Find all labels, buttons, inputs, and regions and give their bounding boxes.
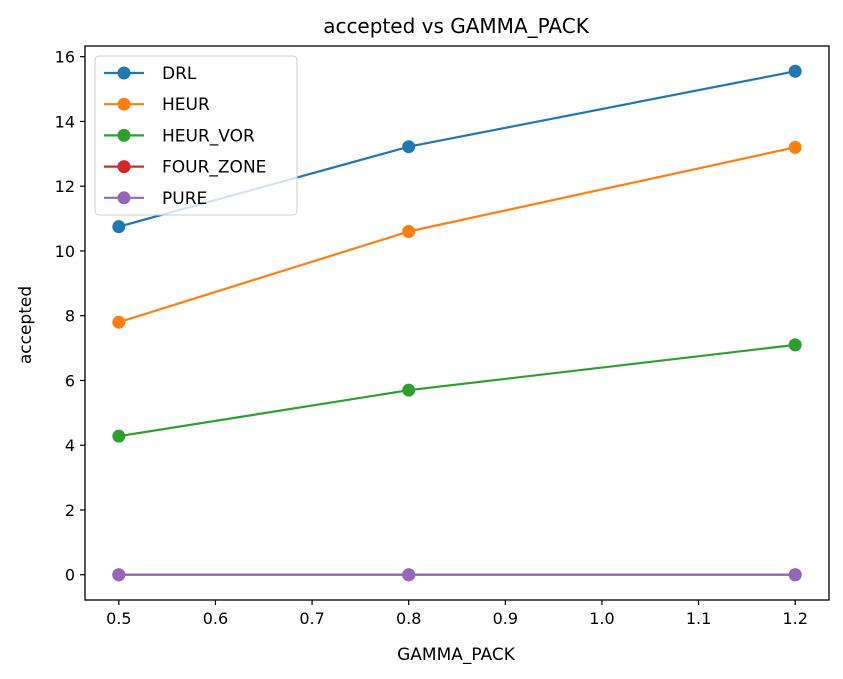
x-axis-ticks: 0.5 0.6 0.7 0.8 0.9 1.0 1.1 1.2: [106, 600, 808, 628]
data-point-heur-vor: [402, 383, 416, 397]
legend-item-four-zone: FOUR_ZONE: [104, 158, 266, 178]
legend-label: DRL: [162, 64, 197, 84]
legend-marker: [117, 97, 131, 111]
series-line-heur-vor: [118, 343, 796, 438]
y-tick-label: 10: [55, 242, 75, 261]
data-point-heur-vor: [112, 429, 126, 443]
data-point-heur: [402, 225, 416, 239]
legend-item-heur-vor: HEUR_VOR: [104, 126, 255, 146]
y-tick-label: 0: [65, 566, 75, 585]
y-tick-label: 8: [65, 307, 75, 326]
legend-label: PURE: [162, 189, 207, 209]
y-tick-label: 14: [55, 112, 75, 131]
plot-frame: [84, 45, 830, 601]
legend-item-pure: PURE: [104, 189, 207, 209]
x-tick-label: 1.0: [589, 609, 614, 628]
y-tick-label: 16: [55, 48, 75, 67]
legend-marker: [117, 191, 131, 205]
y-axis-ticks: 0 2 4 6 8 10 12 14 16: [55, 48, 85, 585]
x-tick-label: 0.8: [396, 609, 421, 628]
data-point-pure: [788, 568, 802, 582]
x-tick-label: 0.6: [203, 609, 228, 628]
y-tick-label: 2: [65, 501, 75, 520]
legend-label: FOUR_ZONE: [162, 158, 266, 178]
legend-marker: [117, 160, 131, 174]
legend-marker: [117, 66, 131, 80]
x-tick-label: 1.2: [782, 609, 807, 628]
x-tick-label: 0.7: [299, 609, 324, 628]
legend-label: HEUR_VOR: [162, 126, 255, 146]
series-heur-vor: [112, 338, 802, 443]
y-tick-label: 4: [65, 436, 75, 455]
y-tick-label: 6: [65, 371, 75, 390]
legend-item-drl: DRL: [104, 64, 197, 84]
x-tick-label: 0.5: [106, 609, 131, 628]
data-point-drl: [402, 140, 416, 154]
series-heur: [112, 140, 802, 329]
data-point-heur: [112, 315, 126, 329]
x-tick-label: 0.9: [493, 609, 518, 628]
data-point-pure: [112, 568, 126, 582]
data-point-drl: [788, 64, 802, 78]
legend: DRL HEUR HEUR_VOR FOUR_ZONE PURE: [94, 55, 298, 216]
data-point-heur-vor: [788, 338, 802, 352]
legend-item-heur: HEUR: [104, 95, 210, 115]
legend-marker: [117, 128, 131, 142]
data-point-drl: [112, 220, 126, 234]
x-axis-label: GAMMA_PACK: [397, 645, 516, 665]
data-point-pure: [402, 568, 416, 582]
y-tick-label: 12: [55, 177, 75, 196]
legend-box: [94, 55, 298, 216]
chart-title: accepted vs GAMMA_PACK: [323, 14, 590, 38]
series-layer: [112, 64, 802, 582]
series-pure: [112, 568, 802, 582]
legend-label: HEUR: [162, 95, 210, 115]
y-axis-label: accepted: [16, 286, 36, 364]
x-tick-label: 1.1: [686, 609, 711, 628]
data-point-heur: [788, 140, 802, 154]
